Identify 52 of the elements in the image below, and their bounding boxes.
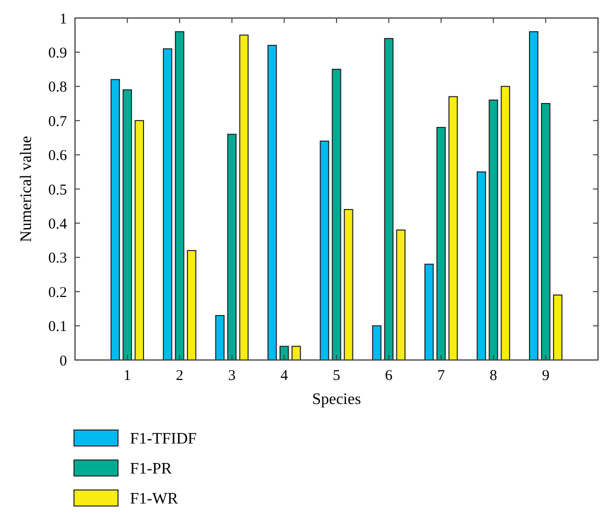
y-tick-label: 0.3	[48, 250, 67, 267]
bar	[280, 346, 289, 360]
bar	[122, 89, 132, 360]
y-tick-label: 0.8	[48, 80, 67, 96]
y-tick-label: 0.7	[48, 114, 68, 130]
y-tick-label: 0.6	[48, 148, 68, 164]
bar	[110, 79, 120, 360]
bar	[332, 68, 342, 360]
y-tick-label: 0.1	[48, 319, 67, 336]
y-tick-label: 0.4	[48, 216, 68, 232]
x-tick-label: 9	[542, 368, 550, 384]
y-tick-label: 1	[60, 11, 67, 28]
x-tick-label: 2	[176, 368, 184, 384]
bar	[344, 209, 354, 360]
y-tick-label: 0.5	[48, 182, 67, 198]
bar	[448, 96, 458, 360]
bar	[488, 100, 498, 360]
bar	[227, 134, 237, 360]
bar	[424, 264, 434, 360]
bar	[320, 140, 330, 360]
bar	[186, 250, 196, 360]
x-tick-label: 7	[437, 368, 446, 384]
x-axis-title: Species	[312, 391, 361, 408]
x-tick-label: 1	[124, 368, 132, 384]
bar	[239, 34, 249, 360]
bar	[528, 31, 538, 360]
x-tick-label: 6	[385, 368, 394, 384]
bar	[372, 325, 382, 360]
bar	[174, 31, 184, 360]
bar	[384, 38, 394, 360]
bar	[134, 120, 144, 360]
x-tick-label: 5	[332, 368, 340, 384]
x-tick-label: 8	[490, 368, 498, 384]
legend-label: F1-WR	[130, 490, 178, 508]
y-tick-label: 0.9	[48, 45, 67, 62]
x-tick-label: 3	[228, 368, 236, 384]
bar	[162, 48, 172, 360]
bar	[541, 103, 550, 360]
bar	[292, 346, 301, 360]
bar	[267, 44, 277, 360]
bar	[215, 315, 225, 360]
bar	[476, 171, 486, 360]
y-axis-title: Numerical value	[18, 136, 35, 242]
bar	[500, 86, 510, 360]
y-tick-label: 0	[60, 353, 67, 370]
x-tick-label: 4	[280, 368, 288, 384]
bar	[436, 126, 446, 360]
y-tick-label: 0.2	[48, 284, 67, 301]
bar	[553, 294, 562, 360]
bar	[396, 230, 406, 360]
legend-label: F1-PR	[130, 460, 172, 478]
legend-label: F1-TFIDF	[130, 430, 197, 448]
